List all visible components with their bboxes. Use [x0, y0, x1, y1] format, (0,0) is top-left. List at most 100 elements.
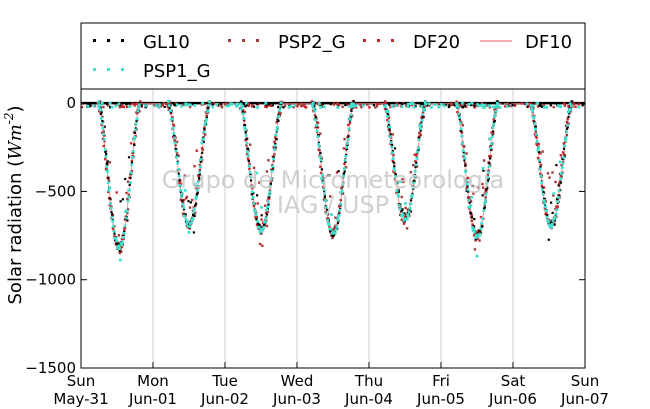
point [241, 112, 245, 116]
x-tick-label-day-5: Fri [432, 372, 450, 390]
point [190, 219, 194, 222]
point [303, 105, 307, 108]
point [550, 225, 553, 229]
point [350, 109, 353, 112]
point [374, 106, 377, 109]
point [133, 104, 136, 107]
point [537, 146, 540, 150]
point [554, 212, 558, 216]
point [135, 102, 138, 105]
point [316, 135, 320, 139]
point [538, 167, 542, 171]
point [490, 135, 494, 139]
point [458, 121, 462, 125]
x-tick-label-date-6: Jun-06 [488, 390, 537, 408]
point [316, 126, 320, 129]
point [482, 186, 485, 189]
point [413, 175, 416, 178]
point [477, 104, 481, 108]
point [463, 161, 467, 165]
point [568, 102, 572, 106]
point [106, 169, 109, 173]
legend-label-psp1-g: PSP1_G [143, 61, 211, 82]
point [331, 236, 334, 240]
point [332, 228, 336, 231]
point [169, 109, 173, 112]
point [346, 138, 350, 141]
point [124, 210, 127, 213]
point [417, 149, 420, 152]
point [179, 182, 183, 185]
point [525, 102, 529, 106]
point [200, 141, 204, 145]
point [318, 155, 322, 158]
point [491, 126, 495, 129]
point [118, 258, 122, 262]
point [422, 115, 425, 118]
point [205, 114, 208, 117]
point [489, 148, 493, 151]
point [535, 133, 538, 136]
point [433, 103, 437, 106]
point [346, 142, 349, 145]
point [544, 200, 547, 203]
point [401, 178, 404, 181]
point [541, 192, 545, 196]
point [410, 193, 414, 197]
point [486, 179, 489, 182]
point [483, 207, 486, 210]
point [288, 102, 292, 106]
point [274, 142, 277, 146]
point [385, 114, 389, 118]
point [404, 215, 407, 218]
point [473, 230, 477, 234]
point [134, 128, 137, 132]
point [529, 102, 532, 106]
point [177, 174, 181, 178]
point [541, 188, 544, 191]
point [211, 103, 214, 106]
point [202, 130, 206, 134]
point [181, 200, 184, 204]
point [375, 105, 379, 108]
point [272, 157, 275, 161]
point [310, 100, 314, 103]
point [347, 135, 350, 138]
series-psp1-g [86, 100, 581, 262]
point [114, 104, 118, 108]
point [337, 170, 340, 173]
point [109, 202, 112, 206]
point [193, 164, 196, 168]
point [423, 100, 427, 104]
point [245, 153, 249, 156]
point [129, 176, 132, 179]
point [193, 183, 197, 186]
point [396, 104, 399, 107]
point [183, 174, 186, 177]
point [268, 195, 271, 198]
point [194, 197, 198, 200]
point [414, 163, 418, 167]
point [269, 180, 272, 184]
point [275, 128, 278, 132]
point [125, 209, 129, 213]
point [513, 104, 517, 107]
point [472, 192, 475, 195]
point [340, 187, 343, 190]
point [466, 188, 470, 192]
point [455, 103, 459, 107]
point [340, 191, 343, 194]
point [320, 103, 323, 106]
point [266, 205, 269, 209]
legend-label-psp2-g: PSP2_G [278, 32, 346, 53]
point [103, 125, 106, 128]
point [185, 222, 189, 226]
point [478, 230, 481, 233]
point [544, 205, 547, 209]
point [163, 105, 166, 108]
point [242, 117, 246, 120]
point [415, 165, 419, 168]
point [412, 164, 415, 167]
point [473, 104, 476, 107]
point [107, 104, 110, 107]
